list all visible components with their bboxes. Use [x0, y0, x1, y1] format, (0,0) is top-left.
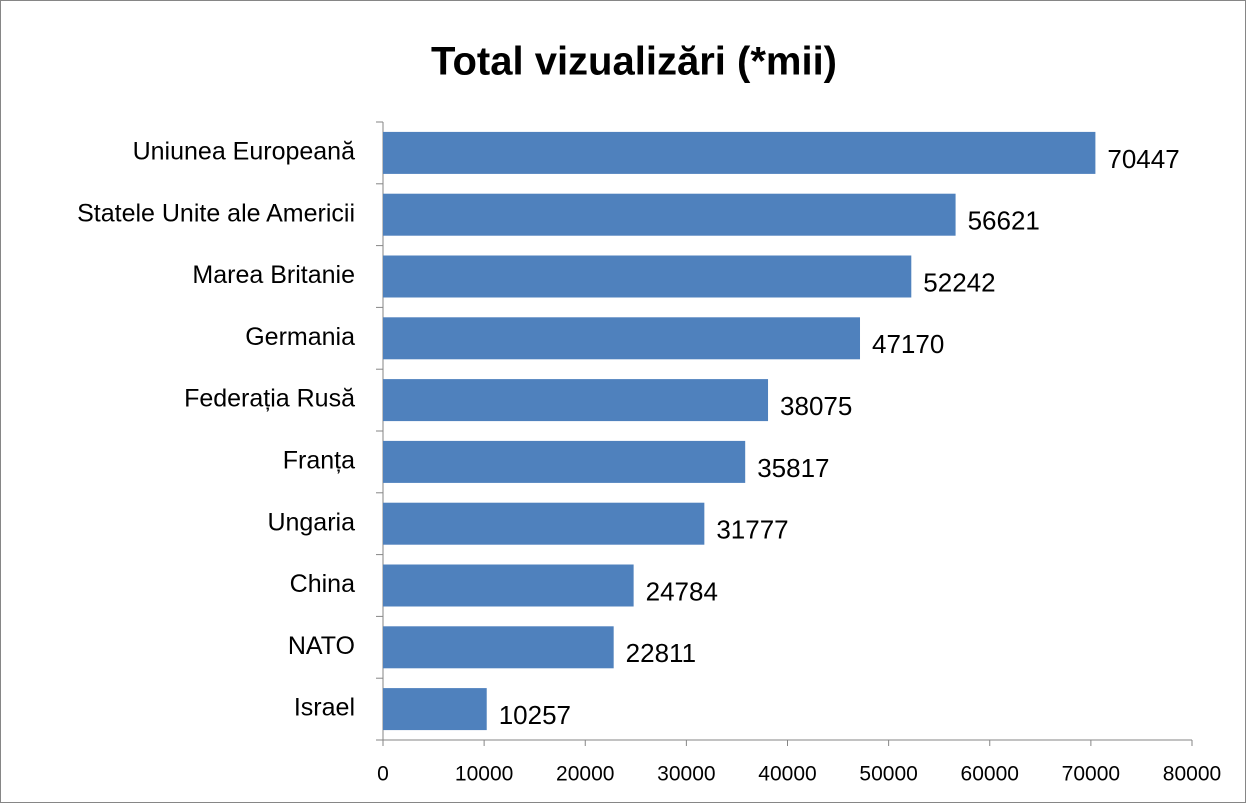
bar — [383, 131, 1096, 174]
y-tick-label: Ungaria — [267, 508, 355, 536]
bar — [383, 440, 746, 483]
data-label: 38075 — [780, 391, 852, 421]
bar — [383, 379, 769, 422]
bar — [383, 626, 614, 669]
data-label: 35817 — [757, 453, 829, 483]
x-tick-label: 50000 — [859, 763, 917, 786]
y-tick-label: Federația Rusă — [184, 385, 355, 413]
data-label: 31777 — [716, 515, 788, 545]
y-tick-label: Uniunea Europeană — [133, 138, 355, 166]
x-tick-label: 10000 — [455, 763, 513, 786]
bar — [383, 193, 956, 236]
data-label: 70447 — [1107, 144, 1179, 174]
x-tick-label: 20000 — [556, 763, 614, 786]
x-tick-label: 0 — [377, 763, 389, 786]
data-label: 10257 — [499, 700, 571, 730]
bar — [383, 255, 912, 298]
y-tick-label: Marea Britanie — [192, 261, 355, 289]
data-label: 56621 — [968, 206, 1040, 236]
y-tick-label: Statele Unite ale Americii — [77, 199, 355, 227]
y-tick-label: Franța — [283, 447, 355, 475]
x-tick-label: 60000 — [961, 763, 1019, 786]
x-tick-label: 40000 — [758, 763, 816, 786]
y-tick-label: China — [290, 570, 355, 598]
data-label: 24784 — [646, 576, 718, 606]
bar — [383, 564, 634, 607]
chart-title: Total vizualizări (*mii) — [431, 40, 837, 84]
x-tick-label: 70000 — [1062, 763, 1120, 786]
y-tick-label: Israel — [294, 694, 355, 722]
bar — [383, 317, 861, 360]
y-tick-label: Germania — [245, 323, 355, 351]
data-label: 47170 — [872, 329, 944, 359]
x-tick-label: 80000 — [1163, 763, 1221, 786]
data-label: 22811 — [626, 638, 696, 668]
x-tick-label: 30000 — [657, 763, 715, 786]
bar — [383, 502, 705, 545]
y-tick-label: NATO — [288, 632, 355, 660]
data-label: 52242 — [923, 267, 995, 297]
bar — [383, 688, 487, 731]
